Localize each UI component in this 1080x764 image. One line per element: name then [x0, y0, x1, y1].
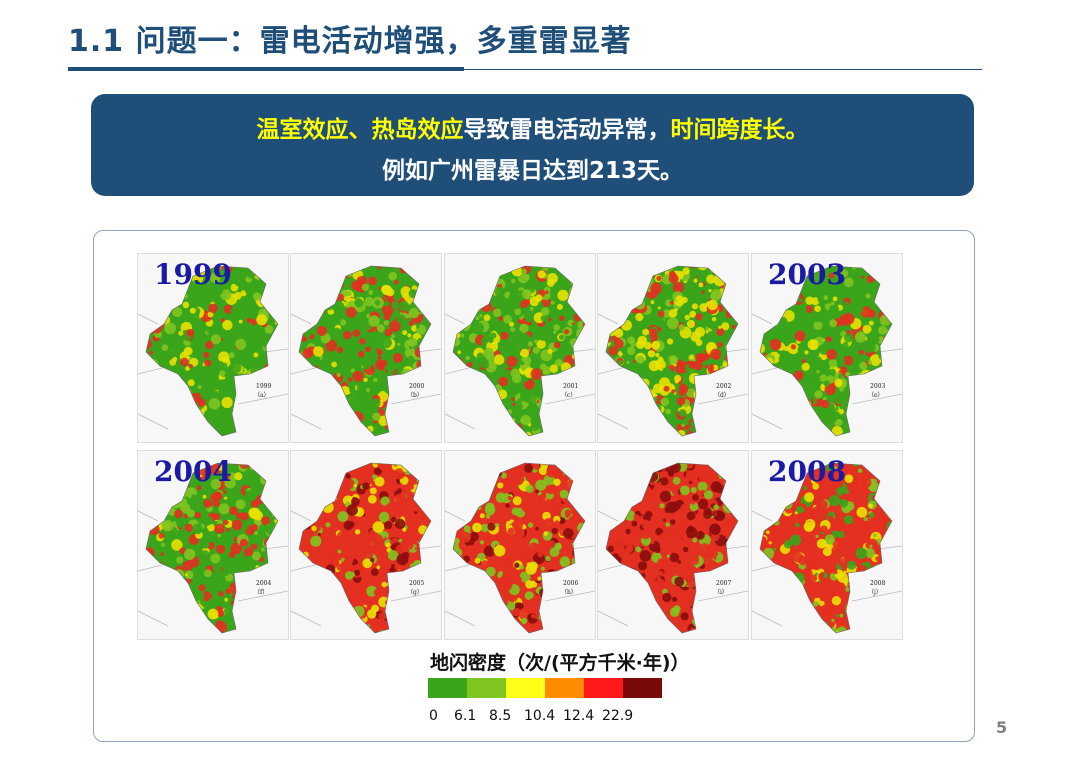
banner-highlight-duration: 时间跨度长。: [670, 117, 809, 143]
legend-swatch: [545, 678, 584, 698]
slide-title: 1.1 问题一：雷电活动增强，多重雷显著: [68, 24, 632, 59]
map-caption-index: （f）: [254, 589, 268, 596]
title-underline-thin: [464, 69, 982, 70]
banner-text-effect: 导致雷电活动异常，: [463, 117, 671, 143]
legend-swatch: [428, 678, 467, 698]
map-caption-index: （i）: [714, 589, 728, 596]
legend-title: 地闪密度（次/(平方千米·年)）: [430, 652, 690, 674]
legend-tick: 6.1: [454, 708, 477, 724]
year-label-1999: 1999: [154, 258, 232, 291]
lightning-map-2008: 2008 （j） 2008: [751, 450, 903, 640]
lightning-map-2004: 2004 （f） 2004: [137, 450, 289, 640]
lightning-map-2002: 2002 （d）: [597, 253, 749, 443]
map-caption-year: 2002: [716, 383, 731, 390]
map-caption-year: 1999: [256, 383, 271, 390]
map-caption-year: 2000: [409, 383, 424, 390]
map-caption-index: （g）: [407, 589, 423, 596]
lightning-map-1999: 1999 （a） 1999: [137, 253, 289, 443]
map-caption-year: 2004: [256, 580, 271, 587]
map-caption-index: （h）: [561, 589, 577, 596]
legend-swatch: [584, 678, 623, 698]
map-caption-index: （d）: [714, 392, 730, 399]
legend-tick: 8.5: [489, 708, 512, 724]
legend-swatch: [467, 678, 506, 698]
map-caption-year: 2003: [870, 383, 885, 390]
year-label-2008: 2008: [768, 455, 846, 488]
year-label-2004: 2004: [154, 455, 232, 488]
legend-swatch: [506, 678, 545, 698]
title-underline-thick: [68, 67, 464, 71]
legend-tick: 22.9: [602, 708, 634, 724]
lightning-map-2005: 2005 （g）: [290, 450, 442, 640]
banner-highlight-causes: 温室效应、热岛效应: [256, 117, 464, 143]
map-caption-index: （j）: [868, 589, 882, 596]
map-caption-index: （e）: [868, 392, 884, 399]
page-number: 5: [996, 718, 1008, 737]
map-caption-index: （c）: [561, 392, 576, 399]
map-caption-year: 2005: [409, 580, 424, 587]
legend-tick: 12.4: [563, 708, 595, 724]
lightning-map-2003: 2003 （e） 2003: [751, 253, 903, 443]
banner-line-1: 温室效应、热岛效应导致雷电活动异常，时间跨度长。: [91, 110, 974, 144]
map-caption-year: 2001: [563, 383, 578, 390]
legend-swatch: [623, 678, 662, 698]
map-caption-year: 2007: [716, 580, 731, 587]
lightning-map-2007: 2007 （i）: [597, 450, 749, 640]
legend-tick: 0: [429, 708, 438, 724]
legend-tick: 10.4: [524, 708, 556, 724]
lightning-map-2001: 2001 （c）: [444, 253, 596, 443]
lightning-map-2006: 2006 （h）: [444, 450, 596, 640]
lightning-map-2000: 2000 （b）: [290, 253, 442, 443]
summary-banner: 温室效应、热岛效应导致雷电活动异常，时间跨度长。 例如广州雷暴日达到213天。: [91, 94, 974, 196]
banner-line-2: 例如广州雷暴日达到213天。: [381, 158, 683, 184]
map-caption-index: （b）: [407, 392, 423, 399]
year-label-2003: 2003: [768, 258, 846, 291]
map-caption-year: 2008: [870, 580, 885, 587]
map-caption-year: 2006: [563, 580, 578, 587]
map-caption-index: （a）: [254, 392, 270, 399]
